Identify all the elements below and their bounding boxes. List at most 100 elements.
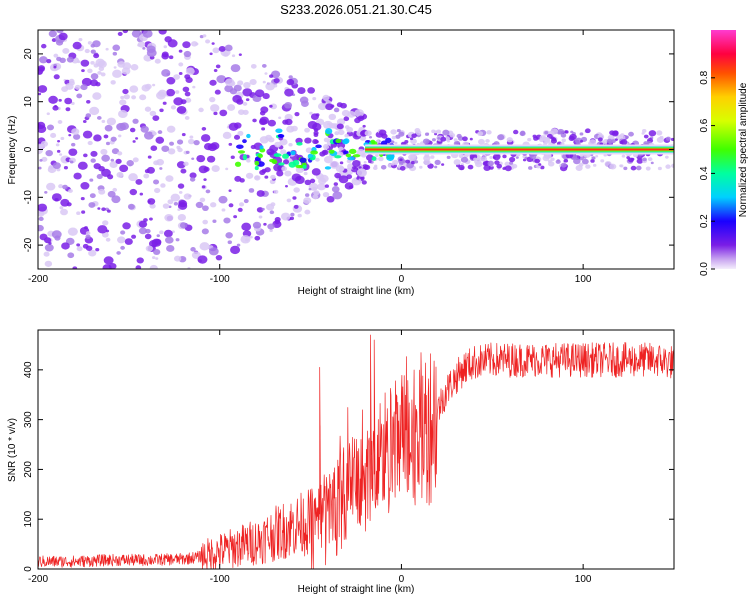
spectrogram-cell xyxy=(147,155,152,159)
spectrogram-cell xyxy=(248,188,255,193)
spectrogram-cell xyxy=(155,136,165,144)
spectrogram-cell xyxy=(259,118,268,126)
spectrogram-cell xyxy=(329,160,340,169)
spectrogram-cell xyxy=(116,251,121,255)
spectrogram-cell xyxy=(520,130,526,135)
spectrogram-cell xyxy=(593,163,597,167)
spectrogram-cell xyxy=(85,234,91,240)
snr-y-tick-label: 200 xyxy=(23,461,34,478)
spectrogram-cell xyxy=(87,41,92,45)
spectrogram-cell xyxy=(233,122,242,129)
spectrogram-cell xyxy=(120,230,126,235)
spectrogram-cell xyxy=(175,90,180,94)
spectrogram-cell xyxy=(61,86,69,93)
spectrogram-cell xyxy=(150,145,158,151)
spectrogram-cell xyxy=(391,135,397,140)
spectrogram-cell xyxy=(581,158,589,165)
spectrogram-cell xyxy=(317,183,326,191)
spectrogram-cell xyxy=(477,138,485,145)
spectrogram-cell xyxy=(154,58,161,64)
spectrogram-cell xyxy=(294,112,300,117)
spectrogram-cell xyxy=(458,164,465,171)
spectrogram-cell xyxy=(487,160,494,167)
spectrogram-cell xyxy=(375,153,379,157)
spectrogram-cell xyxy=(213,69,218,73)
spectrogram-cell xyxy=(105,237,111,242)
spectrogram-cell xyxy=(225,167,229,171)
spectrogram-cell xyxy=(453,159,461,166)
spectrogram-cell xyxy=(152,115,160,121)
spectrogram-cell xyxy=(124,238,133,245)
spectrogram-cell xyxy=(142,47,146,50)
spectrogram-cell xyxy=(284,101,293,109)
spectrogram-cell xyxy=(241,222,252,231)
spectrogram-cell xyxy=(162,203,170,209)
spectrogram-cell xyxy=(215,64,221,69)
spectrogram-cell xyxy=(120,95,125,100)
spectrogram-cell xyxy=(154,187,161,194)
spectrogram-cell xyxy=(90,49,96,54)
spectrogram-cell xyxy=(257,153,264,159)
spectrogram-cell xyxy=(322,191,330,198)
spectrogram-cell xyxy=(64,97,73,105)
spectrogram-cell xyxy=(242,102,248,106)
spectrogram-cell xyxy=(98,66,105,72)
spectrogram-x-axis-label: Height of straight line (km) xyxy=(298,286,415,297)
spectrogram-cell xyxy=(209,96,216,103)
spectrogram-cell xyxy=(446,140,450,143)
spectrogram-cell xyxy=(185,97,192,103)
spectrogram-cell xyxy=(123,94,130,100)
spectrogram-cell xyxy=(352,166,356,170)
spectrogram-cell xyxy=(119,164,129,173)
spectrogram-cell xyxy=(273,153,282,158)
snr-plot-area xyxy=(38,330,674,569)
spectrogram-cell xyxy=(161,51,169,58)
spectrogram-cell xyxy=(180,168,187,174)
spectrogram-cell xyxy=(129,188,138,196)
snr-x-tick-label: 0 xyxy=(399,574,405,585)
spectrogram-cell xyxy=(90,73,99,80)
spectrogram-cell xyxy=(656,130,663,136)
spectrogram-cell xyxy=(38,121,46,130)
spectrogram-cell xyxy=(527,137,532,142)
spectrogram-cell xyxy=(82,130,93,139)
spectrogram-cell xyxy=(363,161,367,164)
spectrogram-cell xyxy=(176,105,187,114)
spectrogram-cell xyxy=(112,44,121,51)
spectrogram-cell xyxy=(591,156,596,160)
spectrogram-cell xyxy=(192,85,196,89)
spectrogram-cell xyxy=(210,142,220,150)
spectrogram-cell xyxy=(112,69,122,78)
snr-x-tick-label: -100 xyxy=(210,574,230,585)
spectrogram-cell xyxy=(670,137,674,141)
spectrogram-cell xyxy=(173,202,179,206)
spectrogram-cell xyxy=(256,190,265,197)
spectrogram-cell xyxy=(348,148,357,155)
spectrogram-cell xyxy=(245,172,254,179)
spectrogram-cell xyxy=(665,155,669,159)
spectrogram-cell xyxy=(657,166,662,171)
spectrogram-cell xyxy=(385,137,392,143)
spectrogram-cell xyxy=(52,162,61,169)
spectrogram-cell xyxy=(173,97,184,106)
spectrogram-cell xyxy=(101,119,106,123)
spectrogram-cell xyxy=(115,158,122,164)
spectrogram-cell xyxy=(185,150,190,154)
spectrogram-cell xyxy=(275,128,283,134)
spectrogram-cell xyxy=(504,165,512,172)
spectrogram-cell xyxy=(628,131,634,137)
spectrogram-cell xyxy=(623,166,628,171)
spectrogram-cell xyxy=(159,108,164,113)
spectrogram-cell xyxy=(336,123,344,130)
spectrogram-cell xyxy=(139,94,147,101)
spectrogram-cell xyxy=(331,123,339,129)
spectrogram-cell xyxy=(534,158,541,164)
spectrogram-cell xyxy=(51,230,62,239)
spectrogram-cell xyxy=(401,159,407,164)
snr-x-axis-label: Height of straight line (km) xyxy=(298,584,415,595)
spectrogram-cell xyxy=(264,167,271,173)
spectrogram-cell xyxy=(550,136,555,140)
spectrogram-cell xyxy=(90,60,95,65)
spectrogram-cell xyxy=(176,139,184,145)
spectrogram-cell xyxy=(419,165,423,169)
